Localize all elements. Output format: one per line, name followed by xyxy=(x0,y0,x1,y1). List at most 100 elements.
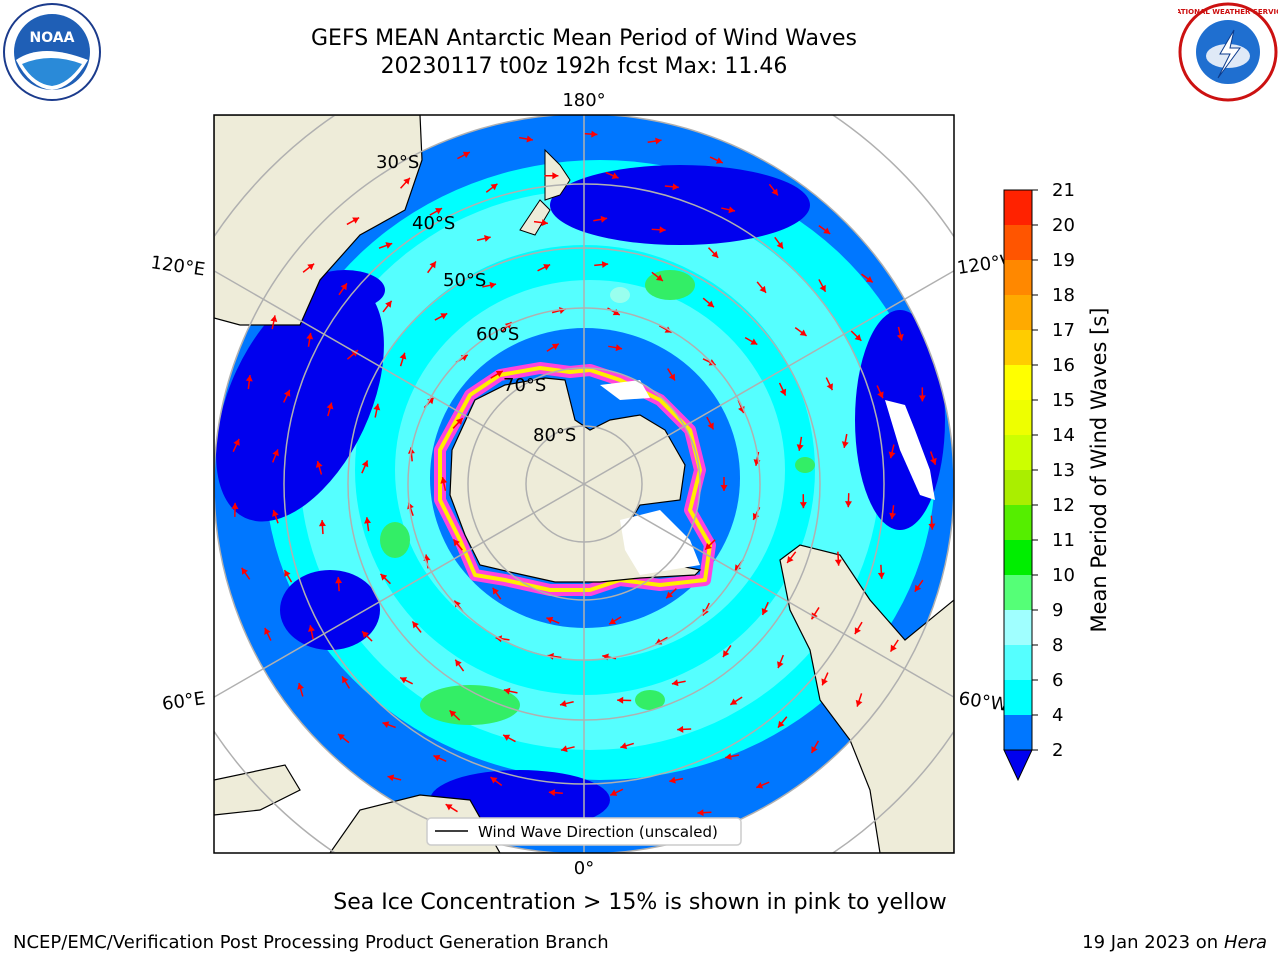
wind-wave-arrowhead xyxy=(855,699,863,707)
wind-wave-arrowhead xyxy=(427,397,434,405)
wind-wave-arrowhead xyxy=(315,461,323,468)
wind-wave-arrowhead xyxy=(429,261,436,269)
colorbar-tick-label: 13 xyxy=(1052,460,1075,481)
wind-wave-arrowhead xyxy=(666,591,673,599)
wind-wave-arrowhead xyxy=(877,572,885,579)
colorbar-tick-label: 4 xyxy=(1052,705,1063,726)
wind-wave-arrowhead xyxy=(914,584,922,592)
wind-wave-arrowhead xyxy=(272,449,279,457)
wind-wave-arrowhead xyxy=(385,300,392,308)
wind-wave-arrowhead xyxy=(335,577,343,584)
wind-wave-arrowhead xyxy=(490,183,498,191)
map-subtitle: 20230117 t00z 192h fcst Max: 11.46 xyxy=(380,54,788,79)
colorbar-segment xyxy=(1004,680,1032,715)
wind-wave-arrowhead xyxy=(779,388,787,396)
colorbar-segment xyxy=(1004,575,1032,610)
wind-wave-arrowhead xyxy=(854,334,862,341)
lon-label-180: 180° xyxy=(562,90,605,111)
wind-wave-arrowhead xyxy=(462,151,470,158)
wind-wave-arrowhead xyxy=(811,612,818,620)
wind-wave-arrowhead xyxy=(306,332,314,340)
colorbar-segment xyxy=(1004,365,1032,400)
colorbar-segment xyxy=(1004,715,1032,750)
latitude-labels: 30°S 40°S 50°S 60°S 70°S 80°S xyxy=(376,152,576,446)
wind-wave-arrowhead xyxy=(918,395,926,402)
wind-wave-arrowhead xyxy=(352,217,360,224)
wind-wave-arrowhead xyxy=(241,567,248,575)
antarctica xyxy=(434,362,716,596)
wind-wave-arrowhead xyxy=(610,789,618,796)
nws-logo: NATIONAL WEATHER SERVICE xyxy=(1178,2,1278,102)
wind-wave-arrowhead xyxy=(889,512,897,520)
wind-wave-arrowhead xyxy=(552,172,559,180)
wind-wave-arrowhead xyxy=(826,383,833,391)
wind-wave-arrowhead xyxy=(771,188,778,196)
wind-wave-arrowhead xyxy=(611,172,619,179)
wind-wave-arrowhead xyxy=(854,627,861,635)
wind-wave-arrowhead xyxy=(777,720,785,728)
wind-wave-arrowhead xyxy=(930,457,937,465)
wind-wave-arrowhead xyxy=(400,677,408,684)
colorbar-segment xyxy=(1004,470,1032,505)
lon-label-120e: 120°E xyxy=(149,252,206,280)
wind-wave-arrowhead xyxy=(380,573,388,581)
colorbar-segment xyxy=(1004,540,1032,575)
wind-wave-arrowhead xyxy=(776,241,784,249)
wind-wave-arrowhead xyxy=(928,523,936,530)
wind-wave-arrowhead xyxy=(541,219,548,227)
wind-wave-arrowhead xyxy=(787,556,794,563)
wind-wave-arrowhead xyxy=(272,510,279,517)
colorbar-segment xyxy=(1004,295,1032,330)
wind-wave-arrowhead xyxy=(617,696,624,704)
wind-wave-arrowhead xyxy=(373,403,381,411)
colorbar-segment xyxy=(1004,610,1032,645)
wind-wave-arrowhead xyxy=(385,242,393,249)
wind-wave-arrowhead xyxy=(609,618,617,625)
wind-wave-arrowhead xyxy=(308,625,315,632)
wind-wave-arrowhead xyxy=(318,520,326,527)
nws-logo-text: NATIONAL WEATHER SERVICE xyxy=(1178,8,1278,16)
wind-wave-arrowhead xyxy=(364,517,372,524)
wind-wave-arrowhead xyxy=(612,308,620,316)
wind-wave-arrowhead xyxy=(338,733,345,741)
wind-wave-arrowhead xyxy=(362,631,369,639)
wind-wave-arrowhead xyxy=(707,422,714,430)
wind-wave-arrowhead xyxy=(655,137,662,145)
graticule xyxy=(214,115,954,853)
wind-wave-arrowhead xyxy=(865,276,873,283)
wind-wave-arrowhead xyxy=(799,502,807,509)
noaa-logo-text: NOAA xyxy=(30,30,75,46)
wind-wave-arrowhead xyxy=(761,608,769,615)
wind-wave-arrowhead xyxy=(326,402,334,410)
colorbar-tick-label: 21 xyxy=(1052,180,1075,201)
colorbar-segment xyxy=(1004,505,1032,540)
colorbar-tick-label: 2 xyxy=(1052,740,1063,761)
map-title: GEFS MEAN Antarctic Mean Period of Wind … xyxy=(311,26,857,51)
wind-wave-arrowhead xyxy=(440,313,448,320)
sea-ice-caption: Sea Ice Concentration > 15% is shown in … xyxy=(333,890,947,915)
wind-wave-arrowhead xyxy=(387,774,395,782)
lat-label-40: 40°S xyxy=(412,213,455,234)
wind-wave-arrowhead xyxy=(361,460,369,468)
wind-wave-arrowhead xyxy=(503,687,511,695)
wind-wave-arrowhead xyxy=(453,539,460,547)
colorbar-segment xyxy=(1004,190,1032,225)
wind-wave-arrowhead xyxy=(659,226,666,234)
lat-label-60: 60°S xyxy=(476,324,519,345)
wind-wave-arrowhead xyxy=(705,542,712,550)
wind-wave-arrowhead xyxy=(823,227,831,234)
wind-wave-arrowhead xyxy=(890,644,897,652)
colorbar-tick-label: 9 xyxy=(1052,600,1063,621)
colorbar-tick-label: 12 xyxy=(1052,495,1075,516)
arrow-legend: Wind Wave Direction (unscaled) xyxy=(426,817,742,846)
wind-wave-arrowhead xyxy=(677,725,684,733)
wind-wave-arrowhead xyxy=(284,570,291,578)
colorbar-tick-label: 8 xyxy=(1052,635,1063,656)
wind-wave-arrowhead xyxy=(750,338,758,345)
map-frame xyxy=(213,114,955,854)
wind-wave-arrowhead xyxy=(492,587,499,595)
wind-wave-arrowhead xyxy=(668,373,675,381)
wind-wave-arrowhead xyxy=(382,721,390,728)
colorbar-tick-label: 17 xyxy=(1052,320,1075,341)
